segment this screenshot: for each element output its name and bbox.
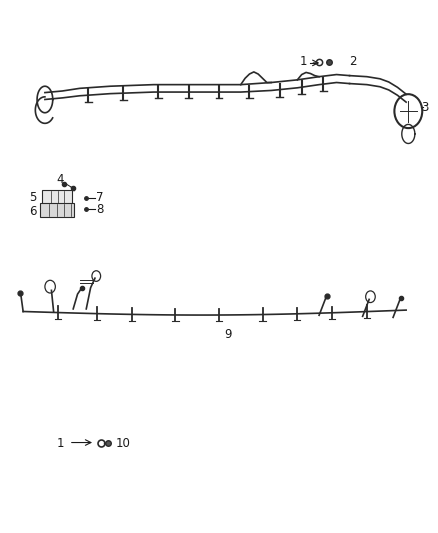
Text: 10: 10 [116, 437, 130, 449]
Text: 1: 1 [57, 437, 64, 449]
Text: 8: 8 [96, 203, 104, 216]
Text: 3: 3 [421, 101, 429, 114]
Text: 2: 2 [350, 55, 357, 68]
Text: 1: 1 [300, 55, 307, 68]
Text: 9: 9 [224, 328, 231, 341]
FancyBboxPatch shape [40, 204, 74, 217]
Text: 7: 7 [96, 190, 104, 204]
FancyBboxPatch shape [42, 190, 72, 204]
Text: 4: 4 [57, 173, 64, 185]
Text: 5: 5 [29, 190, 36, 204]
Text: 6: 6 [29, 205, 36, 218]
